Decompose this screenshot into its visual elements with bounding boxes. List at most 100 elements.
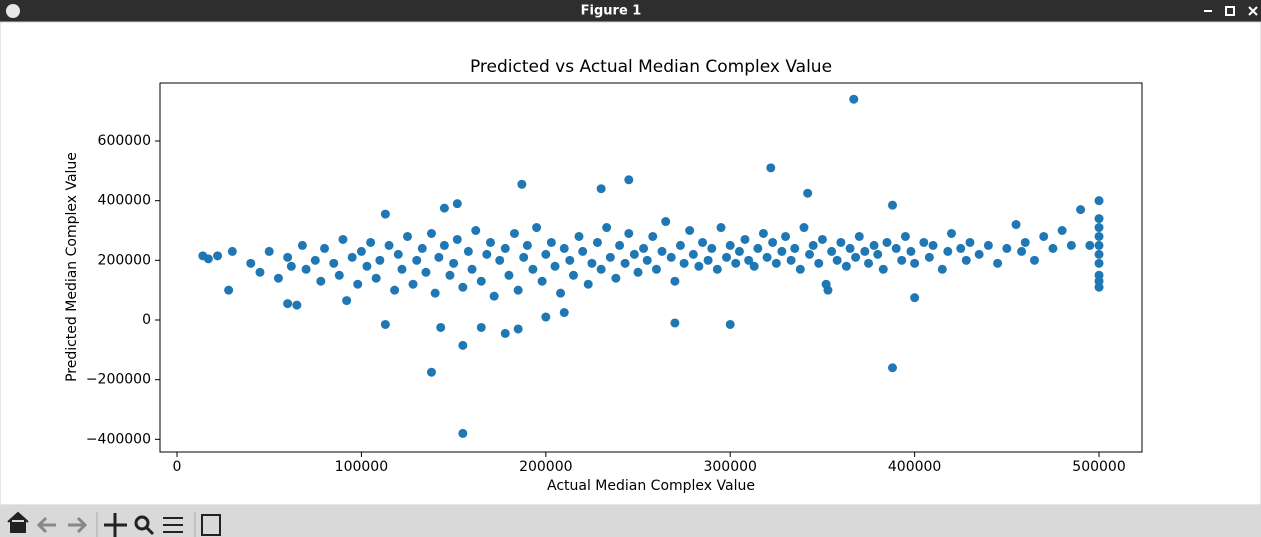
scatter-point — [537, 276, 547, 286]
x-tick-label: 100000 — [335, 459, 388, 475]
scatter-point — [675, 240, 685, 250]
scatter-point — [532, 223, 542, 233]
scatter-point — [338, 234, 348, 244]
y-tick-label: 200000 — [98, 252, 151, 268]
scatter-point — [615, 240, 625, 250]
scatter-point — [602, 223, 612, 233]
scatter-point — [1011, 220, 1021, 230]
scatter-point — [771, 258, 781, 268]
scatter-point — [445, 270, 455, 280]
scatter-point — [517, 179, 527, 189]
scatter-point — [513, 324, 523, 334]
scatter-point — [943, 246, 953, 256]
pan-button[interactable] — [104, 513, 127, 537]
scatter-point — [805, 249, 815, 259]
scatter-point — [786, 255, 796, 265]
close-button[interactable] — [1248, 6, 1258, 16]
scatter-point — [329, 258, 339, 268]
scatter-point — [224, 285, 234, 295]
scatter-point — [860, 246, 870, 256]
scatter-point — [504, 270, 514, 280]
scatter-point — [596, 184, 606, 194]
scatter-point — [670, 276, 680, 286]
scatter-point — [605, 252, 615, 262]
scatter-point — [666, 252, 676, 262]
scatter-point — [832, 255, 842, 265]
scatter-point — [766, 163, 776, 173]
scatter-point — [412, 255, 422, 265]
scatter-point — [993, 258, 1003, 268]
scatter-point — [869, 240, 879, 250]
scatter-point — [320, 243, 330, 253]
scatter-point — [808, 240, 818, 250]
scatter-point — [694, 261, 704, 271]
scatter-point — [458, 428, 468, 438]
forward-button[interactable] — [68, 516, 88, 534]
maximize-button[interactable] — [1225, 6, 1235, 16]
scatter-point — [436, 322, 446, 332]
scatter-point — [434, 252, 444, 262]
scatter-point — [203, 254, 213, 264]
configure-button[interactable] — [163, 517, 183, 533]
scatter-point — [620, 258, 630, 268]
scatter-point — [286, 261, 296, 271]
scatter-point — [246, 258, 256, 268]
scatter-point — [342, 296, 352, 306]
scatter-point — [731, 258, 741, 268]
scatter-point — [1057, 226, 1067, 236]
home-button[interactable] — [7, 511, 29, 533]
scatter-point — [316, 276, 326, 286]
scatter-point — [482, 249, 492, 259]
x-axis-label: Actual Median Complex Value — [547, 478, 755, 494]
scatter-point — [439, 240, 449, 250]
scatter-point — [928, 240, 938, 250]
x-tick-label: 500000 — [1072, 459, 1125, 475]
scatter-point — [578, 246, 588, 256]
scatter-point — [283, 299, 293, 309]
scatter-point — [611, 273, 621, 283]
scatter-point — [513, 285, 523, 295]
scatter-point — [1029, 255, 1039, 265]
scatter-point — [910, 293, 920, 303]
scatter-point — [574, 231, 584, 241]
scatter-point — [716, 223, 726, 233]
scatter-point — [556, 288, 566, 298]
scatter-point — [722, 252, 732, 262]
scatter-point — [546, 237, 556, 247]
scatter-point — [380, 319, 390, 329]
scatter-point — [227, 246, 237, 256]
scatter-point — [1002, 243, 1012, 253]
scatter-point — [334, 270, 344, 280]
scatter-point — [924, 252, 934, 262]
scatter-point — [878, 264, 888, 274]
scatter-point — [688, 249, 698, 259]
scatter-point — [587, 258, 597, 268]
scatter-point — [528, 264, 538, 274]
scatter-point — [712, 264, 722, 274]
scatter-point — [887, 363, 897, 373]
scatter-point — [900, 231, 910, 241]
scatter-point — [633, 267, 643, 277]
save-button[interactable] — [201, 514, 221, 536]
scatter-point — [452, 199, 462, 209]
scatter-point — [1094, 223, 1104, 233]
scatter-point — [740, 234, 750, 244]
back-button[interactable] — [36, 516, 56, 534]
scatter-point — [974, 249, 984, 259]
zoom-button[interactable] — [134, 515, 150, 531]
chart-title: Predicted vs Actual Median Complex Value — [470, 57, 832, 77]
scatter-point — [661, 217, 671, 227]
scatter-point — [648, 231, 658, 241]
scatter-point — [725, 240, 735, 250]
scatter-point — [297, 240, 307, 250]
scatter-point — [849, 94, 859, 104]
scatter-point — [845, 243, 855, 253]
scatter-point — [430, 288, 440, 298]
scatter-point — [366, 237, 376, 247]
x-tick-label: 200000 — [519, 459, 572, 475]
scatter-point — [213, 251, 223, 261]
scatter-point — [803, 188, 813, 198]
scatter-point — [541, 312, 551, 322]
